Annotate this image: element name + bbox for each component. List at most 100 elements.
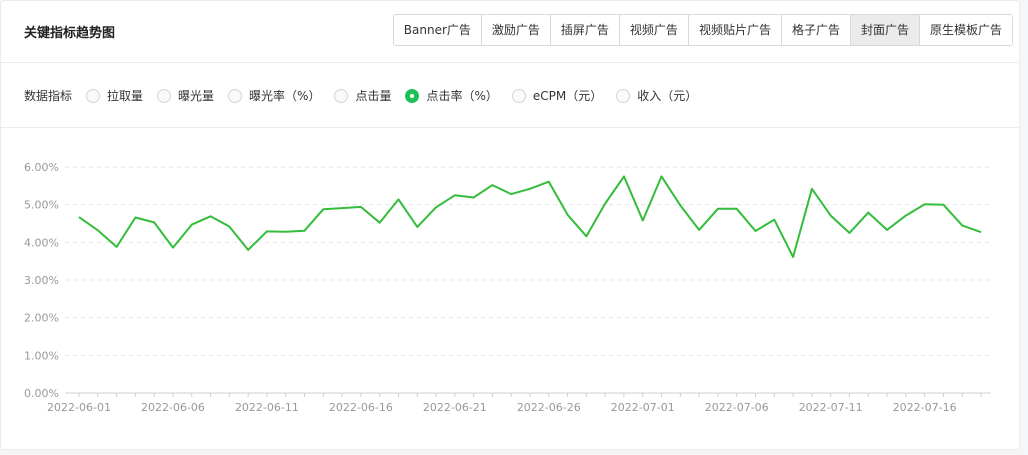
radio-icon[interactable] xyxy=(228,88,243,103)
radio-icon[interactable] xyxy=(157,88,172,103)
metric-options: 拉取量 曝光量 曝光率（%） 点击量 点击率（%） eCPM（元） 收入（元） xyxy=(86,87,711,104)
data-point[interactable] xyxy=(565,212,571,218)
data-point[interactable] xyxy=(940,202,946,208)
y-tick-label: 5.00% xyxy=(24,199,59,212)
tab-4[interactable]: 视频贴片广告 xyxy=(688,15,782,45)
line-chart: 0.00% 1.00% 2.00% 3.00% 4.00% 5.00% 6.00% 2022-… xyxy=(1,129,1021,451)
metric-option-1[interactable]: 曝光量 xyxy=(157,87,214,104)
data-point[interactable] xyxy=(696,227,702,233)
data-point[interactable] xyxy=(903,213,909,219)
data-point[interactable] xyxy=(264,228,270,234)
y-tick-label: 4.00% xyxy=(24,236,59,249)
radio-icon[interactable] xyxy=(86,88,101,103)
data-point[interactable] xyxy=(978,229,984,235)
data-point[interactable] xyxy=(283,229,289,235)
radio-icon[interactable] xyxy=(511,88,526,103)
x-tick-label: 2022-06-26 xyxy=(517,401,581,414)
data-point[interactable] xyxy=(602,201,608,207)
data-point[interactable] xyxy=(959,222,965,228)
data-point[interactable] xyxy=(76,214,82,220)
metric-option-4[interactable]: 点击率（%） xyxy=(405,87,498,104)
metric-option-3[interactable]: 点击量 xyxy=(334,87,391,104)
data-point[interactable] xyxy=(170,245,176,251)
metric-option-label: 收入（元） xyxy=(637,89,698,103)
data-point[interactable] xyxy=(790,254,796,260)
data-point[interactable] xyxy=(132,214,138,220)
data-point[interactable] xyxy=(226,224,232,230)
metric-option-label: 拉取量 xyxy=(107,89,144,103)
data-point[interactable] xyxy=(734,206,740,212)
data-point[interactable] xyxy=(471,195,477,201)
data-point[interactable] xyxy=(302,228,308,234)
tab-1[interactable]: 激励广告 xyxy=(481,15,551,45)
data-point[interactable] xyxy=(433,204,439,210)
data-point[interactable] xyxy=(339,205,345,211)
data-point[interactable] xyxy=(546,179,552,185)
data-point[interactable] xyxy=(452,192,458,198)
data-point[interactable] xyxy=(114,244,120,250)
y-tick-label: 0.00% xyxy=(24,387,59,400)
x-tick-label: 2022-06-06 xyxy=(141,401,205,414)
metric-option-2[interactable]: 曝光率（%） xyxy=(228,87,320,104)
data-point[interactable] xyxy=(884,227,890,233)
tab-7[interactable]: 原生模板广告 xyxy=(919,15,1012,45)
data-point[interactable] xyxy=(208,213,214,219)
data-point[interactable] xyxy=(358,204,364,210)
metric-option-label: eCPM（元） xyxy=(532,89,603,103)
data-point[interactable] xyxy=(809,186,815,192)
metric-option-0[interactable]: 拉取量 xyxy=(86,87,143,104)
radio-icon[interactable] xyxy=(405,88,420,103)
x-tick-label: 2022-06-21 xyxy=(423,401,487,414)
data-point[interactable] xyxy=(865,210,871,216)
data-point[interactable] xyxy=(320,206,326,212)
x-tick-label: 2022-07-06 xyxy=(705,401,769,414)
x-tick-label: 2022-07-16 xyxy=(893,401,957,414)
x-tick-label: 2022-06-01 xyxy=(47,401,111,414)
tab-6[interactable]: 封面广告 xyxy=(850,15,920,45)
radio-icon[interactable] xyxy=(334,88,349,103)
data-point[interactable] xyxy=(527,186,533,192)
data-point[interactable] xyxy=(659,173,665,179)
metric-option-6[interactable]: 收入（元） xyxy=(616,87,697,104)
x-tick-label: 2022-06-11 xyxy=(235,401,299,414)
data-point[interactable] xyxy=(828,213,834,219)
card-title: 关键指标趋势图 xyxy=(24,26,116,41)
data-point[interactable] xyxy=(640,217,646,223)
data-point[interactable] xyxy=(151,219,157,225)
data-point[interactable] xyxy=(715,206,721,212)
data-point[interactable] xyxy=(846,230,852,236)
data-point[interactable] xyxy=(489,182,495,188)
data-point[interactable] xyxy=(677,202,683,208)
radio-icon[interactable] xyxy=(616,88,631,103)
metric-label: 数据指标 xyxy=(24,89,73,103)
data-point[interactable] xyxy=(414,224,420,230)
chart-svg: 0.00% 1.00% 2.00% 3.00% 4.00% 5.00% 6.00% 2022-… xyxy=(24,161,991,414)
metric-selector: 数据指标 拉取量 曝光量 曝光率（%） 点击量 点击率（%） eCPM（元） 收入（元） xyxy=(1,64,1019,128)
data-point[interactable] xyxy=(245,247,251,253)
data-point[interactable] xyxy=(771,217,777,223)
data-point[interactable] xyxy=(621,173,627,179)
tab-5[interactable]: 格子广告 xyxy=(781,15,851,45)
data-point[interactable] xyxy=(395,196,401,202)
tab-2[interactable]: 插屏广告 xyxy=(550,15,620,45)
y-tick-label: 2.00% xyxy=(24,312,59,325)
data-point[interactable] xyxy=(95,227,101,233)
data-point[interactable] xyxy=(189,222,195,228)
card-header: 关键指标趋势图 Banner广告 激励广告 插屏广告 视频广告 视频贴片广告 格子广告 封面… xyxy=(1,1,1019,63)
x-tick-label: 2022-07-11 xyxy=(799,401,863,414)
metric-option-label: 点击率（%） xyxy=(426,89,498,103)
tab-3[interactable]: 视频广告 xyxy=(619,15,689,45)
data-point[interactable] xyxy=(508,191,514,197)
metric-option-label: 点击量 xyxy=(355,89,392,103)
data-point[interactable] xyxy=(753,228,759,234)
x-tick-label: 2022-07-01 xyxy=(611,401,675,414)
data-point[interactable] xyxy=(583,233,589,239)
series-line xyxy=(78,175,982,258)
data-point[interactable] xyxy=(922,201,928,207)
data-point[interactable] xyxy=(377,220,383,226)
y-tick-label: 1.00% xyxy=(24,349,59,362)
metric-option-5[interactable]: eCPM（元） xyxy=(511,87,603,104)
metric-option-label: 曝光量 xyxy=(178,89,215,103)
tab-0[interactable]: Banner广告 xyxy=(393,15,482,45)
y-tick-label: 6.00% xyxy=(24,161,59,174)
